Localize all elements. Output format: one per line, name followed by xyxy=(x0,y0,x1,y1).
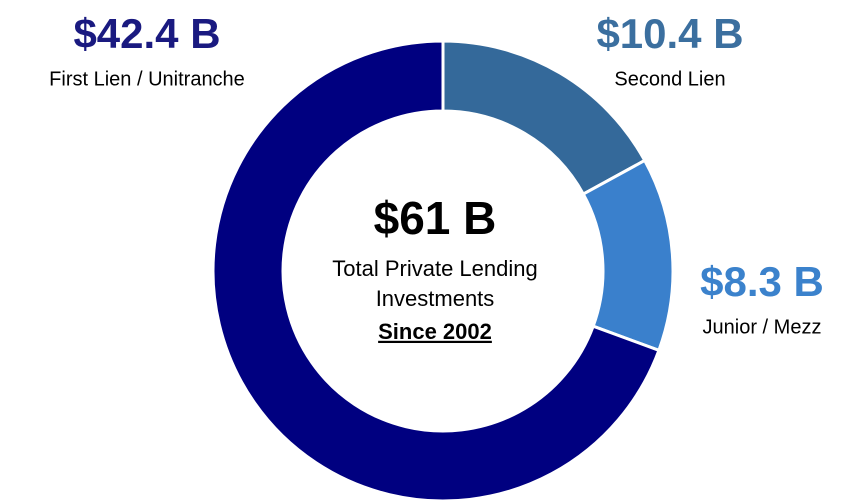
center-line: Total Private Lending xyxy=(332,256,537,281)
value-label: $10.4 B xyxy=(596,10,743,57)
value-label: $42.4 B xyxy=(73,10,220,57)
value-label: $8.3 B xyxy=(700,258,824,305)
category-label: Second Lien xyxy=(614,68,725,90)
donut-segment xyxy=(211,39,661,501)
donut-segment xyxy=(581,158,675,353)
center-line: Investments xyxy=(376,286,495,311)
center-note: Since 2002 xyxy=(378,319,492,344)
center-title: $61 B xyxy=(374,192,497,244)
category-label: First Lien / Unitranche xyxy=(49,68,245,90)
donut-segment xyxy=(441,39,647,197)
category-label: Junior / Mezz xyxy=(703,316,822,338)
